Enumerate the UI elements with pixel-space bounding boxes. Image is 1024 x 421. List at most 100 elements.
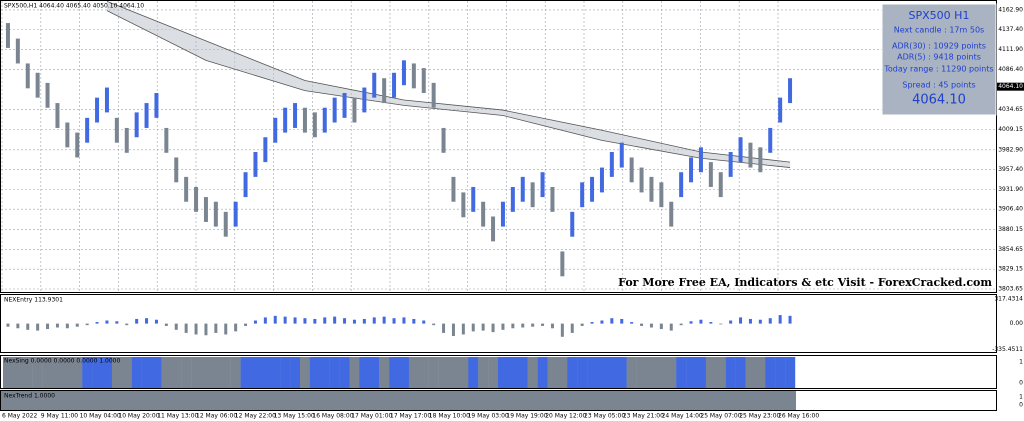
entry-panel bbox=[0, 294, 997, 353]
entry-bar bbox=[204, 323, 208, 336]
signal-block bbox=[329, 357, 340, 388]
x-tick-label: 9 May 11:00 bbox=[41, 413, 79, 420]
entry-bar bbox=[739, 317, 743, 324]
entry-bar bbox=[461, 323, 465, 335]
x-tick-label: 18 May 10:00 bbox=[429, 413, 470, 420]
signal-block bbox=[715, 357, 726, 388]
indicator-tick-label: 317.4314 bbox=[994, 295, 1023, 302]
signal-block bbox=[468, 357, 479, 388]
price-bar bbox=[778, 97, 783, 123]
y-tick-label: 4086.40 bbox=[998, 66, 1023, 73]
signal-panel bbox=[0, 355, 997, 389]
price-bar bbox=[788, 78, 793, 104]
trend-fill bbox=[1, 391, 796, 410]
signal-block bbox=[250, 357, 261, 388]
info-today-range: Today range : 11290 points bbox=[883, 65, 993, 74]
x-tick-label: 20 May 12:00 bbox=[545, 413, 586, 420]
entry-bar bbox=[521, 323, 525, 328]
signal-block bbox=[755, 357, 766, 388]
entry-bar bbox=[451, 323, 455, 337]
y-tick-label: 3906.40 bbox=[998, 206, 1023, 213]
price-bar bbox=[75, 132, 80, 158]
entry-bar bbox=[689, 321, 693, 324]
price-bar bbox=[104, 87, 109, 113]
signal-block bbox=[537, 357, 548, 388]
indicator-tick-label: 1 bbox=[1019, 394, 1023, 401]
price-bar bbox=[698, 147, 703, 173]
signal-block bbox=[92, 357, 103, 388]
signal-block bbox=[12, 357, 23, 388]
y-tick-label: 4009.15 bbox=[998, 126, 1023, 133]
x-tick-label: 24 May 14:00 bbox=[662, 413, 703, 420]
signal-block bbox=[191, 357, 202, 388]
signal-block bbox=[517, 357, 528, 388]
entry-bar bbox=[778, 315, 782, 324]
signal-block bbox=[52, 357, 63, 388]
x-tick-label: 13 May 15:00 bbox=[274, 413, 315, 420]
entry-bar bbox=[75, 323, 79, 327]
signal-block bbox=[270, 357, 281, 388]
entry-bar bbox=[16, 323, 20, 329]
y-tick-label: 4034.65 bbox=[998, 106, 1023, 113]
price-bar bbox=[609, 152, 614, 177]
price-bar bbox=[312, 112, 317, 138]
price-bar bbox=[659, 182, 664, 208]
ma-line bbox=[106, 0, 791, 163]
price-bar bbox=[421, 68, 426, 93]
signal-block bbox=[389, 357, 400, 388]
signal-block bbox=[577, 357, 588, 388]
price-bar bbox=[352, 97, 357, 123]
price-bar bbox=[114, 117, 119, 143]
last-price-label: 4064.10 bbox=[998, 83, 1023, 90]
entry-bar bbox=[679, 323, 683, 326]
signal-block bbox=[785, 357, 796, 388]
y-tick-label: 3880.15 bbox=[998, 226, 1023, 233]
price-bar bbox=[510, 186, 515, 212]
entry-bar bbox=[402, 317, 406, 324]
price-bar bbox=[85, 117, 90, 143]
entry-bar bbox=[313, 318, 317, 324]
entry-bar bbox=[115, 321, 119, 324]
entry-bar bbox=[432, 323, 436, 326]
price-bar bbox=[203, 197, 208, 222]
entry-bar bbox=[511, 323, 515, 329]
entry-bar bbox=[560, 323, 564, 337]
price-bar bbox=[342, 92, 347, 118]
main-panel bbox=[0, 0, 997, 293]
price-bar bbox=[15, 38, 20, 64]
entry-bar bbox=[164, 323, 168, 326]
signal-block bbox=[705, 357, 716, 388]
entry-bar bbox=[352, 319, 356, 324]
info-adr30: ADR(30) : 10929 points bbox=[892, 42, 986, 51]
price-bar bbox=[194, 186, 199, 212]
price-bar bbox=[491, 216, 496, 242]
signal-block bbox=[656, 357, 667, 388]
signal-block bbox=[369, 357, 380, 388]
entry-bar bbox=[253, 320, 257, 324]
entry-bar bbox=[224, 323, 228, 335]
x-tick-label: 25 May 07:00 bbox=[700, 413, 741, 420]
price-bar bbox=[748, 142, 753, 168]
signal-block bbox=[735, 357, 746, 388]
entry-bar bbox=[194, 323, 198, 335]
signal-block bbox=[319, 357, 330, 388]
entry-bar bbox=[323, 317, 327, 324]
signal-block bbox=[309, 357, 320, 388]
x-tick-label: 12 May 22:00 bbox=[235, 413, 276, 420]
signal-block bbox=[300, 357, 311, 388]
price-bar bbox=[401, 60, 406, 86]
x-tick-label: 12 May 06:00 bbox=[196, 413, 237, 420]
signal-block bbox=[448, 357, 459, 388]
signal-block bbox=[62, 357, 73, 388]
signal-block bbox=[42, 357, 53, 388]
entry-bar bbox=[620, 318, 624, 324]
entry-bar bbox=[263, 317, 267, 324]
price-bar bbox=[669, 201, 674, 227]
signal-block bbox=[696, 357, 707, 388]
price-bar bbox=[629, 157, 634, 183]
signal-block bbox=[438, 357, 449, 388]
entry-bar bbox=[748, 318, 752, 324]
price-bar bbox=[263, 137, 268, 163]
entry-bar bbox=[6, 323, 10, 327]
info-price: 4064.10 bbox=[912, 93, 966, 108]
